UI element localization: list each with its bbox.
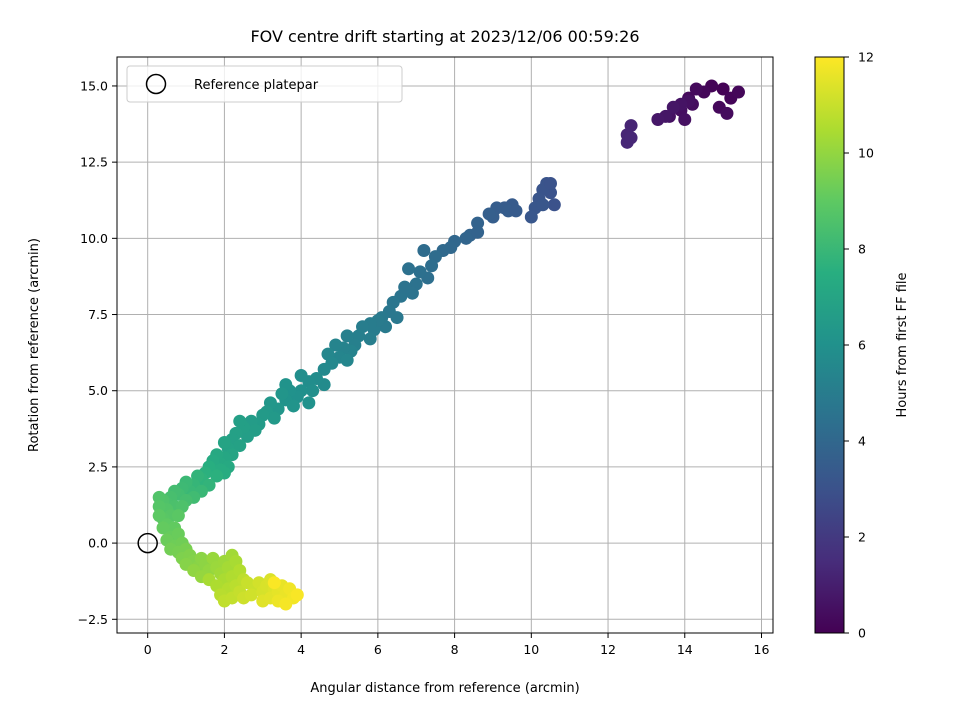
x-tick-label: 2 (220, 642, 228, 657)
data-point (233, 439, 247, 453)
reference-platepar-marker (137, 532, 158, 554)
x-tick-label: 14 (677, 642, 693, 657)
data-point (543, 176, 557, 190)
data-point (459, 231, 473, 245)
colorbar-tick-label: 4 (858, 434, 866, 449)
colorbar-tick-label: 2 (858, 530, 866, 545)
data-point (267, 411, 281, 425)
data-point (244, 588, 258, 602)
colorbar-ticks: 0 2 4 6 8 10 12 (844, 50, 874, 641)
data-point (340, 353, 354, 367)
legend-marker-icon (145, 73, 167, 95)
data-point (286, 399, 300, 413)
data-point (290, 588, 304, 602)
colorbar-label: Hours from first FF file (895, 272, 910, 417)
data-point (217, 436, 231, 450)
colorbar-tick-label: 10 (858, 146, 874, 161)
data-point (524, 210, 538, 224)
y-tick-label: 7.5 (88, 307, 108, 322)
y-tick-label: 15.0 (80, 78, 108, 93)
data-point (689, 82, 703, 96)
data-point (156, 521, 170, 535)
data-point (471, 225, 485, 239)
grid (117, 57, 773, 633)
x-tick-label: 0 (144, 642, 152, 657)
x-tick-label: 10 (523, 642, 539, 657)
data-point (547, 198, 561, 212)
data-point (340, 329, 354, 343)
reference-marker-layer (137, 532, 158, 554)
colorbar: 0 2 4 6 8 10 12 Hours from first FF file (814, 50, 910, 641)
data-point (279, 597, 293, 611)
x-tick-label: 12 (600, 642, 616, 657)
data-point (417, 244, 431, 258)
data-point (306, 384, 320, 398)
data-point (329, 338, 343, 352)
legend-entry: Reference platepar (194, 78, 319, 93)
data-point (471, 216, 485, 230)
data-point (509, 204, 523, 218)
legend: Reference platepar (126, 65, 403, 103)
data-point (233, 414, 247, 428)
data-point (294, 368, 308, 382)
data-point (536, 198, 550, 212)
data-point (624, 131, 638, 145)
data-point (302, 396, 316, 410)
y-tick-label: 2.5 (88, 459, 108, 474)
y-axis-label: Rotation from reference (arcmin) (27, 238, 42, 452)
colorbar-tick-label: 0 (858, 626, 866, 641)
plot-frame (116, 56, 774, 634)
data-points (152, 79, 745, 611)
colorbar-tick-label: 8 (858, 242, 866, 257)
x-tick-label: 8 (451, 642, 459, 657)
colorbar-gradient (815, 57, 844, 633)
y-tick-label: −2.5 (78, 612, 108, 627)
data-point (678, 112, 692, 126)
data-point (363, 332, 377, 346)
data-point (425, 259, 439, 273)
data-point (731, 85, 745, 99)
data-point (666, 100, 680, 114)
data-point (152, 490, 166, 504)
data-point (210, 469, 224, 483)
data-point (716, 82, 730, 96)
colorbar-tick-label: 6 (858, 338, 866, 353)
data-point (267, 576, 281, 590)
data-point (482, 207, 496, 221)
data-point (152, 500, 166, 514)
legend-box (126, 65, 403, 103)
data-point (390, 311, 404, 325)
x-tick-label: 16 (754, 642, 770, 657)
x-tick-label: 4 (297, 642, 305, 657)
x-axis-ticks: 0 2 4 6 8 10 12 14 16 (144, 633, 770, 657)
y-tick-label: 0.0 (88, 536, 108, 551)
y-tick-label: 10.0 (80, 231, 108, 246)
chart-title: FOV centre drift starting at 2023/12/06 … (250, 27, 639, 46)
y-tick-label: 12.5 (80, 155, 108, 170)
data-point (413, 265, 427, 279)
colorbar-tick-label: 12 (858, 50, 874, 65)
data-point (152, 509, 166, 523)
x-axis-label: Angular distance from reference (arcmin) (310, 681, 579, 696)
data-point (275, 387, 289, 401)
y-tick-label: 5.0 (88, 383, 108, 398)
data-point (651, 112, 665, 126)
y-axis-ticks: −2.5 0.0 2.5 5.0 7.5 10.0 12.5 15.0 (78, 78, 117, 627)
x-tick-label: 6 (374, 642, 382, 657)
data-point (402, 262, 416, 276)
data-point (317, 362, 331, 376)
data-point (398, 280, 412, 294)
data-point (720, 106, 734, 120)
data-point (171, 509, 185, 523)
